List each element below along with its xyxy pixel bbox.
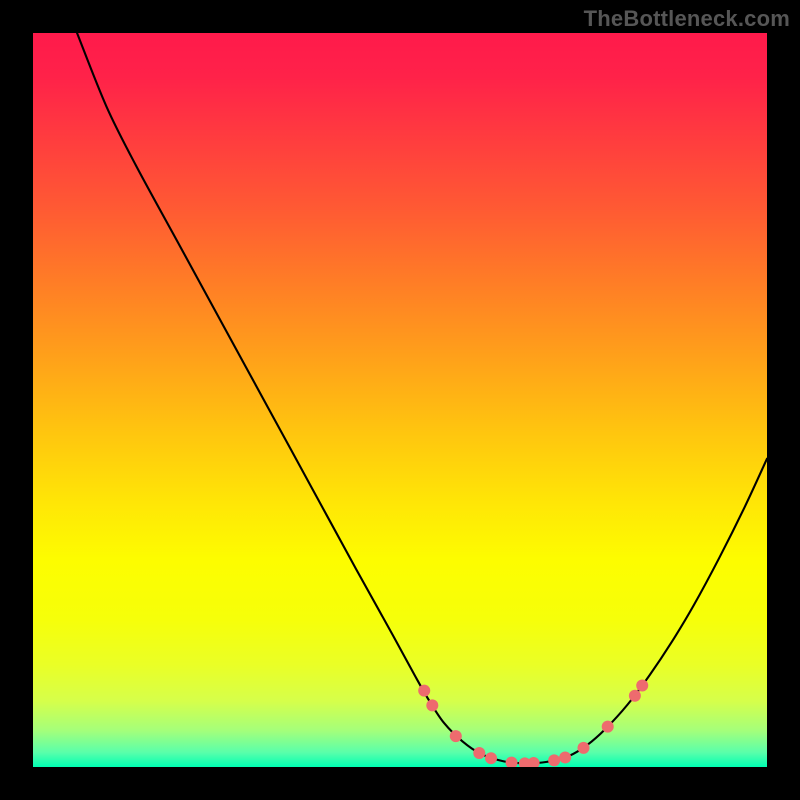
curve-marker — [559, 751, 571, 763]
curve-marker — [578, 742, 590, 754]
plot-svg — [33, 33, 767, 767]
curve-marker — [473, 747, 485, 759]
curve-marker — [450, 730, 462, 742]
attribution-label: TheBottleneck.com — [584, 6, 790, 32]
plot-area — [33, 33, 767, 767]
curve-marker — [629, 690, 641, 702]
curve-marker — [602, 721, 614, 733]
curve-marker — [548, 754, 560, 766]
curve-marker — [418, 685, 430, 697]
curve-marker — [485, 752, 497, 764]
curve-marker — [426, 699, 438, 711]
gradient-background — [33, 33, 767, 767]
curve-marker — [636, 680, 648, 692]
chart-frame: TheBottleneck.com — [0, 0, 800, 800]
